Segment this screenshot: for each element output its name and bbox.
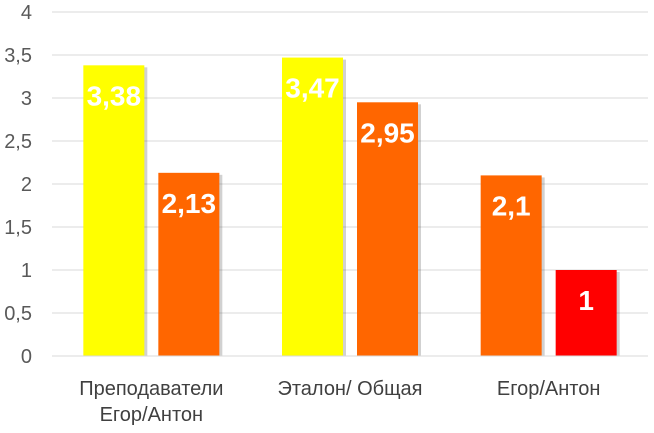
y-tick-label: 0 — [21, 346, 32, 368]
category-label: Егор/Антон — [497, 378, 601, 400]
x-axis: Преподаватели Егор/Антон Эталон/ Общая Егор… — [52, 355, 648, 426]
y-tick-label: 2,5 — [4, 131, 32, 153]
y-tick-label: 3 — [21, 88, 32, 110]
bar — [158, 172, 220, 356]
category-label: Преподаватели — [79, 378, 223, 400]
data-label: 2,95 — [360, 117, 415, 148]
y-axis: 0 0,5 1 1,5 2 2,5 3 3,5 4 — [4, 2, 32, 368]
y-tick-label: 1 — [21, 260, 32, 282]
category-label: Эталон/ Общая — [277, 378, 422, 400]
bar — [83, 65, 145, 356]
gridlines — [52, 11, 648, 314]
bars: 3,38 2,13 3,47 2,95 2,1 1 — [83, 57, 620, 357]
bar — [282, 57, 343, 357]
y-tick-label: 4 — [21, 2, 32, 24]
bar — [357, 102, 418, 356]
y-tick-label: 2 — [21, 174, 32, 196]
data-label: 2,1 — [492, 190, 531, 221]
bar — [555, 270, 617, 356]
data-label: 3,38 — [87, 80, 142, 111]
data-label: 2,13 — [162, 188, 217, 219]
data-label: 3,47 — [285, 73, 340, 104]
y-tick-label: 0,5 — [4, 303, 32, 325]
category-label: Егор/Антон — [100, 404, 204, 426]
y-tick-label: 1,5 — [4, 217, 32, 239]
data-label: 1 — [578, 285, 594, 316]
y-tick-label: 3,5 — [4, 45, 32, 67]
bar — [480, 175, 542, 356]
